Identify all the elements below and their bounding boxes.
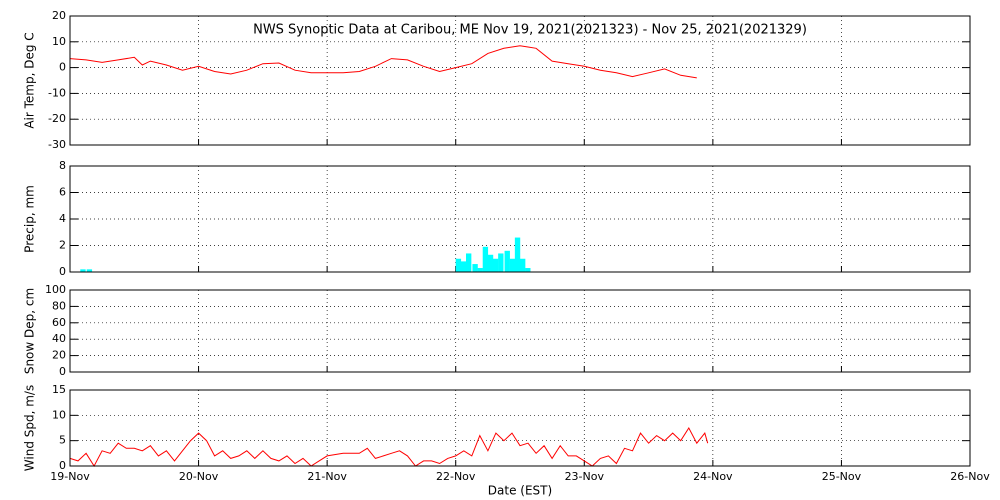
bar — [509, 258, 516, 272]
bar — [477, 268, 483, 272]
y-tick-label: 8 — [59, 159, 66, 172]
bar — [498, 253, 504, 272]
x-tick-label: 20-Nov — [179, 470, 219, 483]
bar — [466, 253, 472, 272]
plot-frame — [69, 389, 971, 467]
y-tick-label: 0 — [59, 265, 66, 278]
bar — [472, 264, 478, 272]
y-tick-label: 0 — [59, 365, 66, 378]
y-tick-label: 80 — [52, 299, 66, 312]
y-tick-label: 40 — [52, 332, 66, 345]
y-tick-label: 10 — [52, 35, 66, 48]
bar — [525, 268, 531, 272]
x-tick-label: 24-Nov — [693, 470, 733, 483]
plot-frame — [69, 15, 971, 146]
plot-frame — [69, 289, 971, 373]
bar — [460, 261, 467, 272]
x-tick-label: 21-Nov — [307, 470, 347, 483]
y-tick-label: -10 — [48, 86, 66, 99]
data-line — [69, 45, 697, 79]
bar — [86, 269, 93, 272]
bar — [514, 237, 521, 272]
plot-frame — [69, 165, 971, 273]
y-axis-label: Air Temp, Deg C — [23, 32, 37, 128]
chart-title: NWS Synoptic Data at Caribou, ME Nov 19,… — [253, 23, 807, 38]
data-line — [69, 427, 709, 467]
y-tick-label: 4 — [59, 212, 66, 225]
x-tick-label: 26-Nov — [950, 470, 990, 483]
y-tick-label: 10 — [52, 408, 66, 421]
y-tick-label: 0 — [59, 459, 66, 472]
y-tick-label: 5 — [59, 434, 66, 447]
y-tick-label: 60 — [52, 316, 66, 329]
x-tick-label: 19-Nov — [50, 470, 90, 483]
y-tick-label: 15 — [52, 383, 66, 396]
y-tick-label: 20 — [52, 349, 66, 362]
bar — [80, 269, 86, 272]
bar — [504, 250, 510, 272]
y-tick-label: -30 — [48, 138, 66, 151]
bar — [493, 258, 499, 272]
bar — [487, 254, 494, 272]
y-axis-label: Snow Dep, cm — [23, 288, 37, 374]
x-tick-label: 25-Nov — [822, 470, 862, 483]
y-axis-label: Wind Spd, m/s — [23, 385, 37, 471]
y-tick-label: -20 — [48, 112, 66, 125]
x-axis-label: Date (EST) — [488, 484, 552, 498]
y-axis-label: Precip, mm — [23, 185, 37, 253]
bar — [482, 246, 489, 272]
y-tick-label: 2 — [59, 239, 66, 252]
x-tick-label: 22-Nov — [436, 470, 476, 483]
y-tick-label: 20 — [52, 9, 66, 22]
y-tick-label: 0 — [59, 61, 66, 74]
x-tick-label: 23-Nov — [565, 470, 605, 483]
bar — [455, 258, 462, 272]
y-tick-label: 100 — [45, 283, 66, 296]
y-tick-label: 6 — [59, 186, 66, 199]
bar — [520, 258, 526, 272]
